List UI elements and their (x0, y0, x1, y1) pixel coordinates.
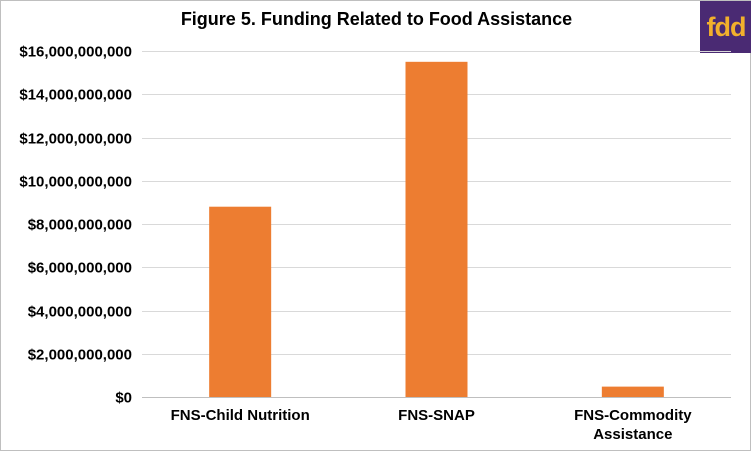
fdd-logo: fdd (700, 1, 751, 53)
x-category-label: FNS-Child Nutrition (171, 407, 310, 424)
y-tick-label: $4,000,000,000 (28, 304, 132, 321)
x-category-label: FNS-Commodity (574, 407, 692, 424)
y-tick-label: $10,000,000,000 (19, 174, 132, 191)
chart-title: Figure 5. Funding Related to Food Assist… (180, 9, 573, 29)
y-tick-label: $16,000,000,000 (19, 44, 132, 61)
bar (601, 386, 664, 397)
y-tick-label: $12,000,000,000 (19, 131, 132, 148)
bar (405, 61, 468, 397)
y-tick-label: $2,000,000,000 (28, 347, 132, 364)
y-tick-label: $6,000,000,000 (28, 260, 132, 277)
x-category-label: FNS-SNAP (398, 407, 475, 424)
y-tick-label: $8,000,000,000 (28, 217, 132, 234)
y-tick-label: $0 (115, 390, 132, 407)
x-category-label: Assistance (593, 426, 672, 443)
y-tick-label: $14,000,000,000 (19, 87, 132, 104)
bar (209, 206, 272, 397)
